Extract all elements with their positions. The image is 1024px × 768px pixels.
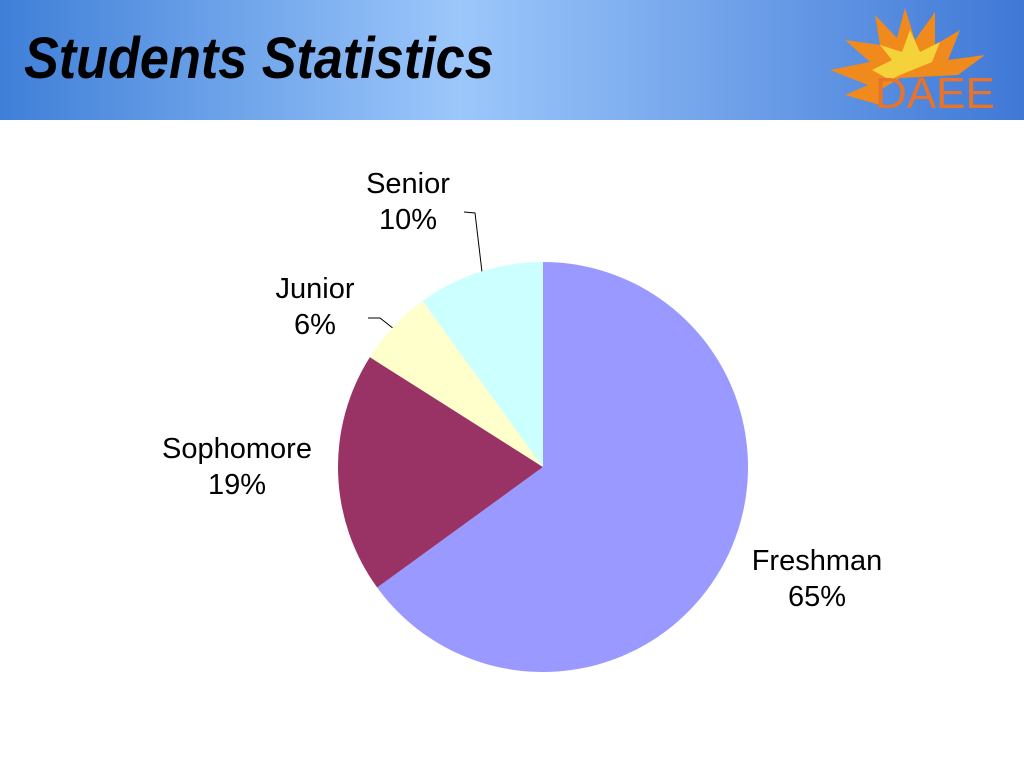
logo-text: DAEE bbox=[875, 69, 995, 118]
data-label: Senior 10% bbox=[366, 168, 450, 236]
header-band bbox=[0, 0, 1024, 120]
data-labels: Freshman 65% Sophomore 19% Junior 6% Senior 10% bbox=[162, 168, 882, 613]
logo-sun-inner bbox=[872, 30, 940, 80]
label-category: Freshman bbox=[752, 545, 883, 577]
pie-slice bbox=[338, 357, 543, 588]
label-category: Senior bbox=[366, 168, 450, 200]
logo: DAEE bbox=[830, 8, 995, 118]
label-category: Junior bbox=[276, 273, 355, 305]
leader-line bbox=[463, 211, 483, 273]
slide-title: Students Statistics bbox=[24, 25, 494, 90]
data-label: Sophomore 19% bbox=[162, 433, 312, 501]
data-label: Junior 6% bbox=[276, 273, 355, 341]
pie-slice bbox=[377, 262, 748, 672]
label-percent: 10% bbox=[379, 204, 437, 236]
data-label: Freshman 65% bbox=[752, 545, 883, 613]
leader-line bbox=[368, 317, 395, 330]
label-percent: 6% bbox=[294, 309, 336, 341]
pie-slice bbox=[422, 262, 543, 467]
pie bbox=[338, 262, 748, 672]
pie-slice bbox=[369, 301, 543, 467]
label-percent: 65% bbox=[788, 581, 846, 613]
label-percent: 19% bbox=[208, 469, 266, 501]
label-category: Sophomore bbox=[162, 433, 312, 465]
